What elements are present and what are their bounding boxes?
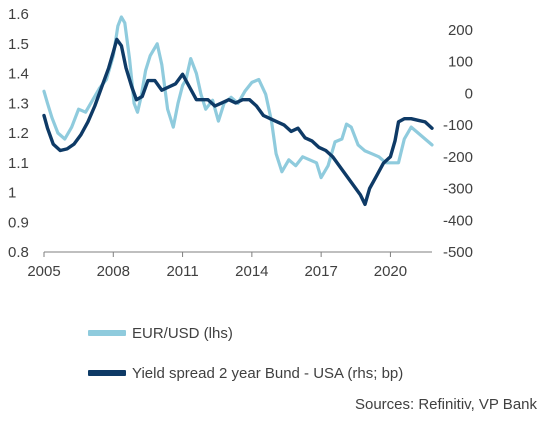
right-y-tick-label: -200 [443,149,473,166]
series-line-eurusd [42,15,434,180]
source-note: Sources: Refinitiv, VP Bank [354,396,537,413]
left-y-tick-label: 1.6 [8,6,29,23]
legend-label-yield-spread: Yield spread 2 year Bund - USA (rhs; bp) [132,364,404,382]
right-axis-ticks: -500 -400 -300 -200 -100 0 100 200 [443,22,473,261]
legend: EUR/USD (lhs) Yield spread 2 year Bund -… [88,322,403,402]
left-y-tick-label: 1.2 [8,125,29,142]
legend-swatch-yield-spread [88,370,126,376]
legend-swatch-eurusd [88,330,126,336]
x-tick-label: 2008 [97,263,130,280]
left-y-tick-label: 1.4 [8,66,29,83]
x-tick-label: 2020 [374,263,407,280]
legend-item-eurusd: EUR/USD (lhs) [88,322,403,344]
x-tick-label: 2005 [27,263,60,280]
right-y-tick-label: 200 [448,22,473,39]
left-y-tick-label: 1.5 [8,36,29,53]
right-y-tick-label: 0 [465,85,473,102]
x-tick-label: 2014 [235,263,268,280]
right-y-tick-label: 100 [448,54,473,71]
left-y-tick-label: 1.3 [8,95,29,112]
right-y-tick-label: -300 [443,181,473,198]
line-chart: 2005 2008 2011 2014 2017 2020 0.8 0.9 1 1.1 1.2 1.… [8,6,473,280]
left-y-tick-label: 0.9 [8,214,29,231]
left-y-tick-label: 1 [8,185,16,202]
series-line-yield-spread [42,37,434,207]
right-y-tick-label: -100 [443,117,473,134]
x-axis-ticks: 2005 2008 2011 2014 2017 2020 [27,252,407,280]
legend-label-eurusd: EUR/USD (lhs) [132,324,233,342]
right-y-tick-label: -500 [443,244,473,261]
x-tick-label: 2017 [304,263,337,280]
x-tick-label: 2011 [166,263,198,280]
left-y-tick-label: 0.8 [8,244,29,261]
left-y-tick-label: 1.1 [8,155,29,172]
legend-item-yield-spread: Yield spread 2 year Bund - USA (rhs; bp) [88,362,403,384]
left-axis-ticks: 0.8 0.9 1 1.1 1.2 1.3 1.4 1.5 1.6 [8,6,29,261]
right-y-tick-label: -400 [443,212,473,229]
series-layer [42,15,434,207]
